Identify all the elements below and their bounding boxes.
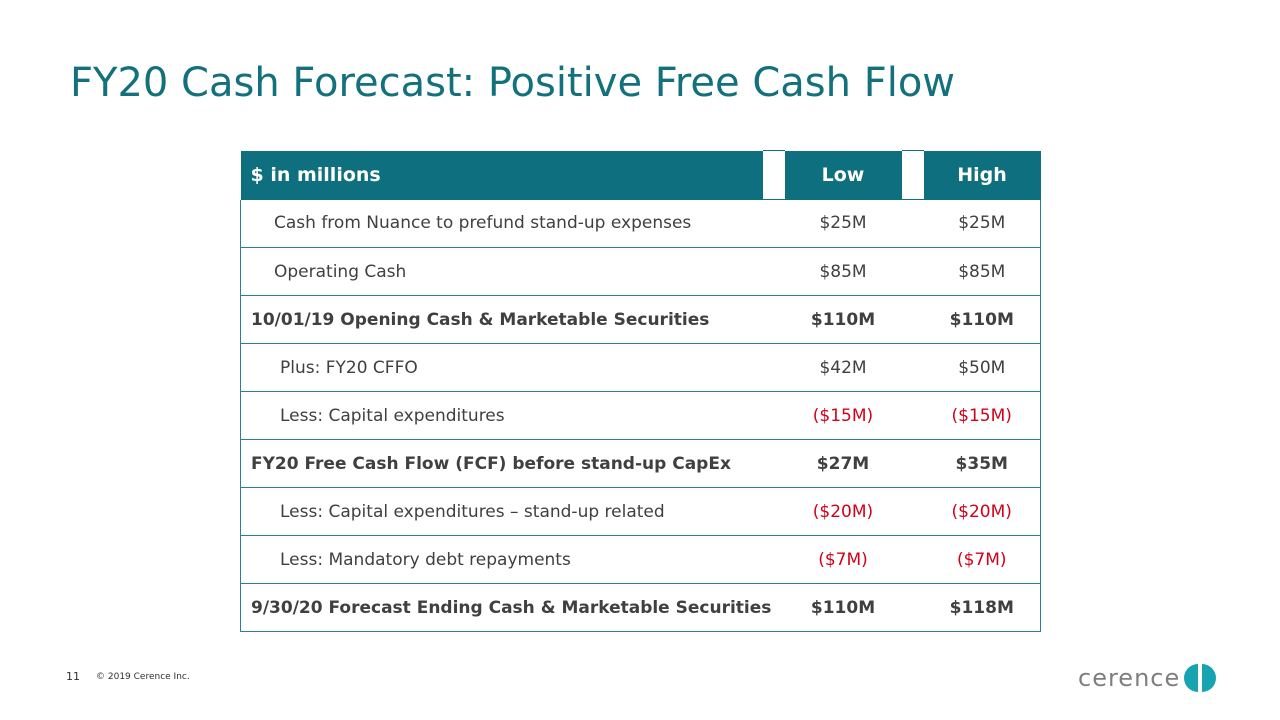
cell-spacer bbox=[901, 535, 924, 584]
cell-low: $110M bbox=[784, 583, 902, 632]
header-spacer bbox=[901, 150, 924, 200]
cell-spacer bbox=[762, 487, 785, 536]
cell-high: ($7M) bbox=[923, 535, 1041, 584]
page-number: 11 bbox=[66, 670, 80, 683]
cell-high: $25M bbox=[923, 199, 1041, 248]
row-label: 9/30/20 Forecast Ending Cash & Marketabl… bbox=[240, 583, 771, 632]
column-header-low: Low bbox=[784, 150, 902, 200]
table-row: 9/30/20 Forecast Ending Cash & Marketabl… bbox=[240, 583, 1041, 632]
row-label: Cash from Nuance to prefund stand-up exp… bbox=[240, 199, 763, 248]
cell-spacer bbox=[762, 391, 785, 440]
logo-wordmark: cerence bbox=[1078, 664, 1180, 692]
cell-spacer bbox=[762, 535, 785, 584]
table-row: FY20 Free Cash Flow (FCF) before stand-u… bbox=[240, 439, 1041, 488]
cell-spacer bbox=[901, 439, 924, 488]
cash-forecast-table: $ in millions Low High Cash from Nuance … bbox=[240, 150, 1041, 632]
copyright-notice: © 2019 Cerence Inc. bbox=[96, 672, 190, 682]
cell-spacer bbox=[901, 391, 924, 440]
cerence-logo-icon bbox=[1184, 664, 1216, 692]
cell-high: $110M bbox=[923, 295, 1041, 344]
cell-low: $42M bbox=[784, 343, 902, 392]
slide-title: FY20 Cash Forecast: Positive Free Cash F… bbox=[70, 60, 956, 106]
table-row: Less: Capital expenditures – stand-up re… bbox=[240, 487, 1041, 536]
row-label: Plus: FY20 CFFO bbox=[240, 343, 763, 392]
row-label: Operating Cash bbox=[240, 247, 763, 296]
cell-high: $118M bbox=[923, 583, 1041, 632]
cell-high: ($15M) bbox=[923, 391, 1041, 440]
cell-spacer bbox=[901, 583, 924, 632]
cell-low: ($7M) bbox=[784, 535, 902, 584]
table-row: 10/01/19 Opening Cash & Marketable Secur… bbox=[240, 295, 1041, 344]
cell-high: $50M bbox=[923, 343, 1041, 392]
table-header-row: $ in millions Low High bbox=[240, 150, 1041, 200]
cell-low: ($15M) bbox=[784, 391, 902, 440]
column-header-label: $ in millions bbox=[240, 150, 763, 200]
cell-spacer bbox=[901, 343, 924, 392]
cell-low: $110M bbox=[784, 295, 902, 344]
cell-low: $85M bbox=[784, 247, 902, 296]
header-spacer bbox=[762, 150, 785, 200]
cell-spacer bbox=[762, 247, 785, 296]
table-row: Less: Mandatory debt repayments ($7M) ($7M… bbox=[240, 535, 1041, 584]
cell-high: $35M bbox=[923, 439, 1041, 488]
cell-low: ($20M) bbox=[784, 487, 902, 536]
cell-spacer bbox=[901, 199, 924, 248]
row-label: FY20 Free Cash Flow (FCF) before stand-u… bbox=[240, 439, 763, 488]
column-header-high: High bbox=[923, 150, 1041, 200]
cell-high: $85M bbox=[923, 247, 1041, 296]
row-label: 10/01/19 Opening Cash & Marketable Secur… bbox=[240, 295, 763, 344]
cell-spacer bbox=[762, 343, 785, 392]
cell-low: $27M bbox=[784, 439, 902, 488]
cell-spacer bbox=[901, 295, 924, 344]
table-row: Less: Capital expenditures ($15M) ($15M) bbox=[240, 391, 1041, 440]
row-label: Less: Capital expenditures – stand-up re… bbox=[240, 487, 763, 536]
row-label: Less: Capital expenditures bbox=[240, 391, 763, 440]
cell-spacer bbox=[901, 487, 924, 536]
cell-spacer bbox=[762, 295, 785, 344]
row-label: Less: Mandatory debt repayments bbox=[240, 535, 763, 584]
table-body: Cash from Nuance to prefund stand-up exp… bbox=[240, 199, 1041, 632]
cell-spacer bbox=[762, 583, 785, 632]
cell-spacer bbox=[762, 199, 785, 248]
cell-high: ($20M) bbox=[923, 487, 1041, 536]
cell-low: $25M bbox=[784, 199, 902, 248]
table-row: Cash from Nuance to prefund stand-up exp… bbox=[240, 199, 1041, 248]
cell-spacer bbox=[901, 247, 924, 296]
table-row: Plus: FY20 CFFO $42M $50M bbox=[240, 343, 1041, 392]
cerence-logo: cerence bbox=[1078, 664, 1216, 692]
cell-spacer bbox=[762, 439, 785, 488]
table-row: Operating Cash $85M $85M bbox=[240, 247, 1041, 296]
